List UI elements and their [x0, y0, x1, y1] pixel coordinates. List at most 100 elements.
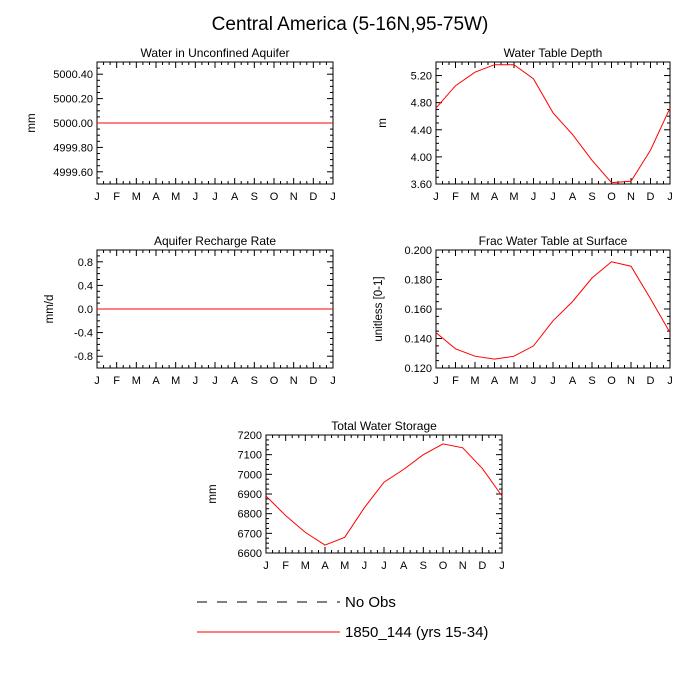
x-tick-label: D [647, 191, 655, 203]
x-tick-label: M [171, 375, 180, 387]
x-tick-label: F [282, 560, 289, 572]
x-tick-label: A [491, 375, 499, 387]
x-tick-label: M [132, 191, 141, 203]
x-tick-label: A [231, 375, 239, 387]
x-tick-label: O [607, 191, 616, 203]
y-tick-label: 7200 [238, 430, 262, 442]
x-tick-label: J [94, 375, 100, 387]
x-tick-label: F [113, 191, 120, 203]
y-tick-label: 0.120 [404, 363, 432, 375]
y-tick-label: 4999.80 [53, 142, 93, 154]
y-tick-label: 0.200 [404, 245, 432, 257]
y-axis-label: mm/d [44, 295, 56, 324]
y-tick-label: 5000.20 [53, 94, 93, 106]
y-tick-label: 6900 [238, 489, 262, 501]
y-tick-label: 0.4 [78, 280, 93, 292]
x-tick-label: J [330, 191, 336, 203]
y-tick-label: 4.40 [411, 125, 432, 137]
x-tick-label: M [171, 191, 180, 203]
x-tick-label: F [452, 191, 459, 203]
panel-title: Frac Water Table at Surface [479, 234, 628, 248]
x-tick-label: J [499, 560, 505, 572]
series-line [265, 443, 503, 546]
x-tick-label: J [212, 191, 218, 203]
x-tick-label: J [362, 560, 368, 572]
x-tick-label: N [459, 560, 467, 572]
x-tick-label: D [478, 560, 486, 572]
x-tick-label: S [588, 375, 595, 387]
x-tick-label: S [588, 191, 595, 203]
plot-frame [435, 249, 671, 369]
x-tick-label: M [340, 560, 349, 572]
x-tick-label: M [470, 375, 479, 387]
y-axis-label: mm [207, 484, 219, 503]
y-tick-label: 0.160 [404, 304, 432, 316]
series-line [435, 261, 671, 360]
y-tick-label: -0.4 [74, 328, 93, 340]
x-tick-label: M [132, 375, 141, 387]
x-tick-label: D [309, 191, 317, 203]
y-axis-label: m [377, 118, 389, 128]
panel-title: Aquifer Recharge Rate [154, 234, 276, 248]
x-tick-label: S [420, 560, 427, 572]
x-tick-label: A [491, 191, 499, 203]
x-tick-label: N [627, 375, 635, 387]
y-axis-label: unitless [0-1] [373, 276, 385, 341]
series-line [435, 64, 671, 184]
panel-title: Water Table Depth [504, 46, 603, 60]
y-tick-label: 7000 [238, 469, 262, 481]
x-tick-label: O [439, 560, 448, 572]
legend-label-no-obs: No Obs [345, 594, 396, 611]
x-tick-label: J [330, 375, 336, 387]
x-tick-label: M [301, 560, 310, 572]
x-tick-label: A [569, 191, 577, 203]
x-tick-label: J [531, 191, 537, 203]
y-tick-label: 0.140 [404, 334, 432, 346]
x-tick-label: O [607, 375, 616, 387]
y-tick-label: 5000.40 [53, 69, 93, 81]
y-tick-label: 0.8 [78, 257, 93, 269]
x-tick-label: F [452, 375, 459, 387]
y-tick-label: 0.180 [404, 275, 432, 287]
y-tick-label: 4999.60 [53, 167, 93, 179]
y-tick-label: 6700 [238, 528, 262, 540]
panel-title: Water in Unconfined Aquifer [141, 46, 290, 60]
x-tick-label: N [290, 191, 298, 203]
x-tick-label: J [263, 560, 269, 572]
legend: No Obs 1850_144 (yrs 15-34) [197, 594, 488, 641]
x-tick-label: J [550, 375, 556, 387]
figure-title: Central America (5-16N,95-75W) [212, 14, 489, 35]
y-tick-label: 5.20 [411, 71, 432, 83]
x-tick-label: S [251, 375, 258, 387]
y-tick-label: 7100 [238, 450, 262, 462]
x-tick-label: N [627, 191, 635, 203]
x-tick-label: M [509, 375, 518, 387]
y-tick-label: 4.00 [411, 152, 432, 164]
x-tick-label: A [231, 191, 239, 203]
x-tick-label: J [381, 560, 387, 572]
x-tick-label: A [569, 375, 577, 387]
x-tick-label: J [667, 191, 673, 203]
x-tick-label: M [470, 191, 479, 203]
x-tick-label: A [321, 560, 329, 572]
x-tick-label: J [531, 375, 537, 387]
y-tick-label: 6800 [238, 509, 262, 521]
x-tick-label: O [270, 375, 279, 387]
y-tick-label: 6600 [238, 548, 262, 560]
y-tick-label: -0.8 [74, 351, 93, 363]
x-tick-label: J [193, 375, 199, 387]
x-tick-label: J [193, 191, 199, 203]
y-tick-label: 4.80 [411, 98, 432, 110]
x-tick-label: O [270, 191, 279, 203]
x-tick-label: S [251, 191, 258, 203]
plot-frame [435, 61, 671, 185]
legend-label-model: 1850_144 (yrs 15-34) [345, 624, 488, 641]
panel-title: Total Water Storage [331, 419, 437, 433]
y-axis-label: mm [26, 113, 38, 132]
